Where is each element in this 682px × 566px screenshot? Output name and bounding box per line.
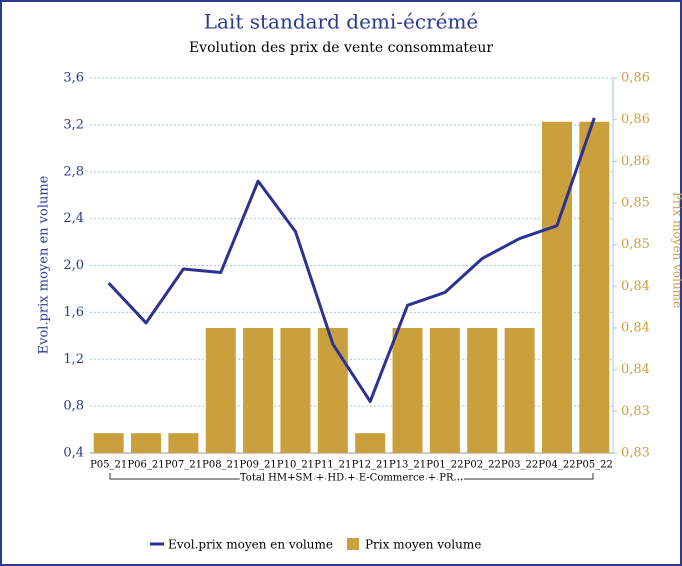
y2-tick-label: 0,85 [621, 196, 650, 211]
group-label: Total HM+SM + HD + E-Commerce + PR... [240, 473, 463, 484]
x-tick-label: P10_21 [277, 460, 314, 471]
y-tick-label: 0,8 [63, 399, 84, 414]
y-tick-label: 2,4 [63, 211, 84, 226]
y2-tick-label: 0,86 [621, 112, 650, 127]
y2-tick-label: 0,83 [621, 404, 650, 419]
bar [467, 328, 498, 453]
group-bracket [109, 473, 594, 480]
y-tick-label: 2,8 [63, 164, 84, 179]
y-tick-label: 1,2 [63, 352, 84, 367]
x-tick-label: P09_21 [240, 460, 277, 471]
y2-tick-label: 0,86 [621, 71, 650, 86]
y2-tick-label: 0,83 [621, 446, 650, 461]
x-tick-label: P08_21 [202, 460, 239, 471]
bar [131, 433, 162, 453]
bar [205, 328, 236, 453]
y2-axis-label: Prix moyen volume [671, 192, 682, 308]
bar [504, 328, 535, 453]
bar [317, 328, 348, 453]
bar [280, 328, 311, 453]
x-tick-label: P06_21 [127, 460, 164, 471]
y-axis-label: Evol.prix moyen en volume [37, 175, 52, 354]
legend-swatch [346, 538, 359, 550]
y-tick-label: 3,2 [63, 117, 84, 132]
y2-tick-label: 0,85 [621, 237, 650, 252]
bar [429, 328, 460, 453]
bar [355, 433, 386, 453]
x-tick-label: P12_21 [352, 460, 389, 471]
legend-label: Prix moyen volume [365, 538, 481, 552]
x-tick-label: P03_22 [501, 460, 538, 471]
y-tick-label: 3,6 [63, 71, 84, 86]
bar [93, 433, 124, 453]
line [107, 117, 596, 403]
x-tick-label: P05_21 [90, 460, 127, 471]
x-tick-label: P07_21 [165, 460, 202, 471]
y2-tick-label: 0,84 [621, 362, 650, 377]
bar [392, 328, 423, 453]
x-tick-label: P11_21 [314, 460, 351, 471]
x-tick-label: P13_21 [389, 460, 426, 471]
x-tick-label: P02_22 [464, 460, 501, 471]
x-tick-label: P05_22 [576, 460, 613, 471]
y2-tick-label: 0,84 [621, 279, 650, 294]
bar [579, 121, 610, 453]
chart-subtitle: Evolution des prix de vente consommateur [189, 40, 493, 56]
chart-title: Lait standard demi-écrémé [204, 10, 479, 34]
x-tick-label: P01_22 [426, 460, 463, 471]
y-tick-label: 0,4 [63, 446, 84, 461]
y2-tick-label: 0,86 [621, 154, 650, 169]
y-tick-label: 1,6 [63, 305, 84, 320]
bar [243, 328, 274, 453]
y2-tick-label: 0,84 [621, 321, 650, 336]
bar [168, 433, 199, 453]
legend-label: Evol.prix moyen en volume [168, 538, 333, 552]
x-tick-label: P04_22 [538, 460, 575, 471]
bar [541, 121, 572, 453]
y-tick-label: 2,0 [63, 258, 84, 273]
